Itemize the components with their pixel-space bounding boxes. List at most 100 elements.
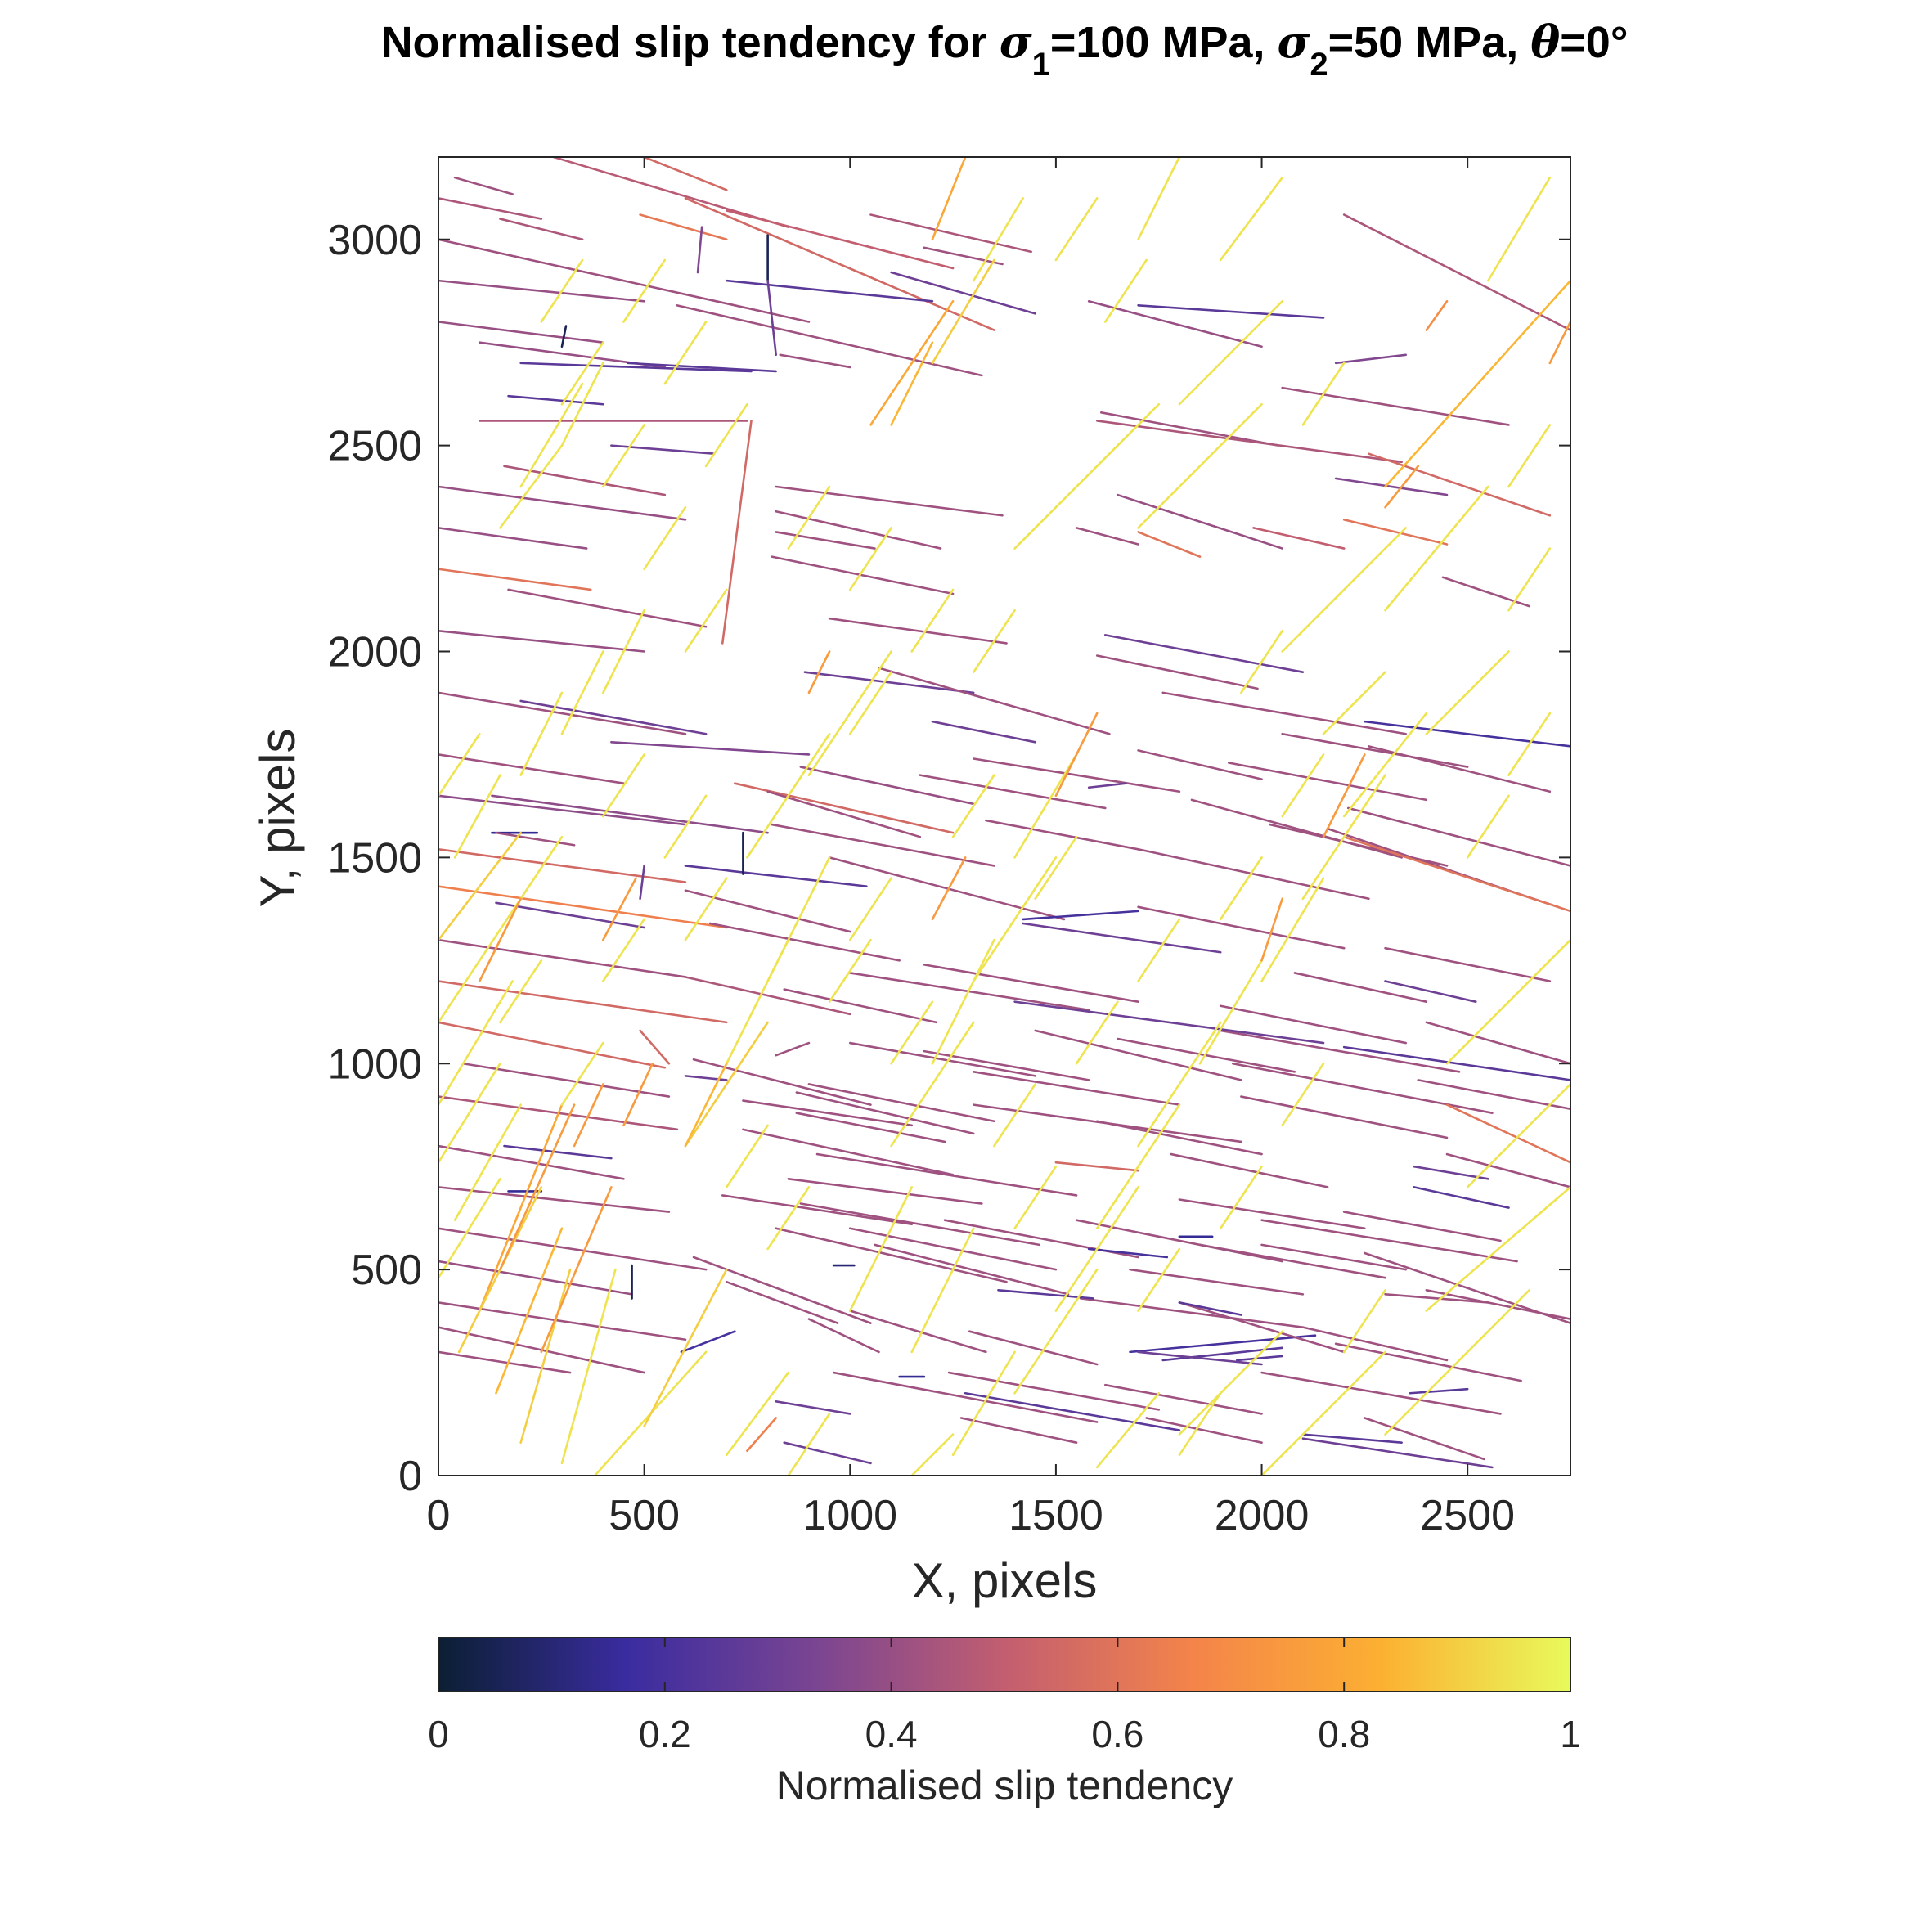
fracture-segment (438, 980, 514, 1106)
fracture-segment (1178, 1391, 1222, 1457)
colorbar-ticks: 0 0.2 0.4 0.6 0.8 1 (428, 1638, 1581, 1755)
fracture-segment (692, 1256, 872, 1324)
fracture-segment (807, 1318, 880, 1354)
fracture-segment (1013, 402, 1161, 550)
fracture-segment (1334, 477, 1449, 496)
fracture-segment (795, 1112, 946, 1143)
fracture-segments (438, 157, 1570, 1476)
fracture-segment (1342, 1289, 1386, 1354)
fracture-segment (438, 1178, 501, 1279)
fracture-segment (499, 218, 584, 241)
fracture-segment (560, 325, 568, 348)
fracture-segment (951, 1350, 1016, 1457)
fracture-segment (1013, 1000, 1325, 1045)
fracture-segment (1342, 213, 1570, 331)
fracture-segment (684, 976, 851, 1016)
colorbar-tick-label: 0.6 (1091, 1713, 1143, 1755)
fracture-segment (771, 555, 955, 595)
fracture-segment (704, 402, 748, 468)
fracture-segment (1219, 856, 1263, 921)
fracture-segment (1384, 1289, 1530, 1436)
fracture-segment (993, 1083, 1037, 1148)
fracture-segment (438, 238, 811, 323)
fracture-segment (968, 1330, 1099, 1366)
fracture-segment (1301, 774, 1386, 901)
fracture-segment (438, 938, 687, 978)
fracture-segment (1240, 1095, 1449, 1139)
y-tick-label: 3000 (327, 217, 422, 264)
fracture-segment (931, 157, 967, 241)
colorbar-tick-label: 1 (1560, 1713, 1581, 1755)
fracture-segment (438, 885, 728, 929)
fracture-segment (1075, 527, 1139, 546)
fracture-segment (1413, 1165, 1489, 1180)
fracture-segment (742, 1099, 914, 1127)
fracture-segment (1198, 1243, 1386, 1279)
fracture-segment (438, 279, 645, 303)
fracture-segment (1054, 1186, 1139, 1312)
fracture-segment (519, 1268, 572, 1444)
fracture-segment (1137, 1021, 1222, 1148)
fracture-segment (766, 1186, 811, 1251)
fracture-segment (1236, 1355, 1284, 1362)
fracture-segment (1129, 1268, 1305, 1296)
fracture-segment (1198, 959, 1263, 1065)
fracture-segment (795, 1091, 975, 1135)
fracture-segment (438, 1350, 572, 1374)
fracture-segment (560, 650, 604, 735)
fracture-segment (438, 1186, 671, 1213)
fracture-segment (684, 1062, 728, 1148)
fracture-segment (1364, 1417, 1485, 1461)
fracture-segment (799, 766, 975, 806)
fracture-segment (560, 1041, 604, 1106)
fracture-segment (1281, 386, 1510, 426)
fracture-segment (874, 1243, 1070, 1296)
fracture-segment (1054, 197, 1099, 262)
fracture-segment (815, 1152, 1078, 1197)
fracture-segment (775, 531, 876, 550)
fracture-segment (438, 1144, 625, 1180)
fracture-segment (499, 1103, 576, 1271)
fracture-segment (453, 1103, 522, 1221)
fracture-segment (1548, 321, 1570, 365)
fracture-segment (1178, 1198, 1366, 1230)
fracture-segment (787, 1413, 831, 1476)
fracture-segment (1178, 300, 1284, 406)
fracture-segment (972, 1071, 1181, 1106)
fracture-segment (746, 1417, 777, 1453)
fracture-segment (1384, 980, 1477, 1003)
fracture-segment (878, 667, 1111, 735)
fracture-segment (959, 1417, 1078, 1444)
fracture-segment (923, 246, 1004, 266)
fracture-segment (1099, 411, 1279, 447)
colorbar-tick-label: 0 (428, 1713, 449, 1755)
fracture-segment (869, 213, 1033, 254)
fracture-segment (1445, 938, 1570, 1065)
fracture-segment (775, 1041, 811, 1057)
fracture-segment (1104, 634, 1305, 673)
y-tick-label: 0 (398, 1453, 422, 1500)
fracture-segment (663, 794, 708, 859)
fracture-segment (540, 258, 584, 323)
fracture-segment (602, 918, 645, 982)
fracture-segment (1087, 782, 1127, 789)
fracture-segment (1087, 1247, 1169, 1259)
fracture-segment (890, 341, 934, 426)
fracture-segment (438, 980, 728, 1024)
x-tick-label: 1500 (1009, 1492, 1103, 1539)
fracture-segment (1095, 654, 1259, 690)
fracture-segment (1022, 922, 1222, 954)
fracture-segment (1161, 691, 1407, 735)
x-tick-label: 500 (609, 1492, 680, 1539)
fracture-segment (639, 213, 728, 241)
fracture-segment (438, 831, 522, 941)
fracture-segment (438, 1227, 708, 1271)
fracture-segment (602, 424, 645, 488)
fracture-segment (684, 197, 995, 331)
fracture-segment (438, 794, 687, 826)
fracture-segment (503, 1144, 613, 1160)
y-tick-label: 2500 (327, 423, 422, 470)
fracture-segment (438, 753, 625, 785)
fracture-segment (1346, 806, 1570, 867)
